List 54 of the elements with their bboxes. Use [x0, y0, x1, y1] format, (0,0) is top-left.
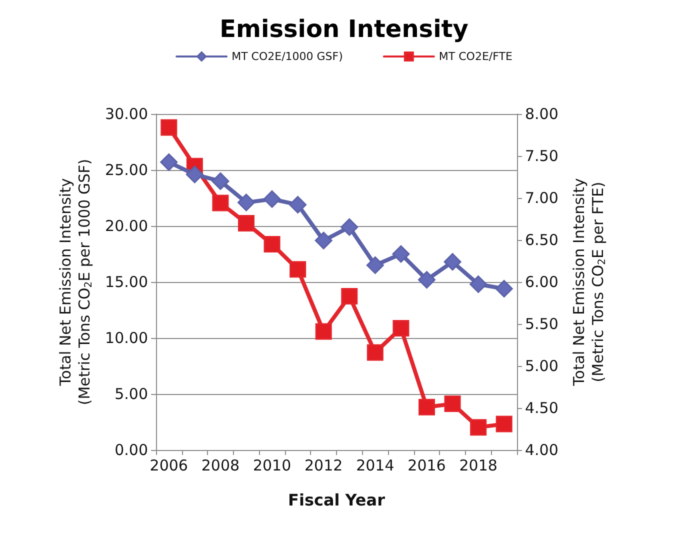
point: [496, 416, 512, 432]
point: [495, 280, 513, 298]
point: [444, 253, 462, 271]
y-tick-label: 20.00: [105, 217, 148, 235]
y2-tick-label: 5.00: [525, 357, 558, 375]
y2-tick-label: 4.00: [525, 441, 558, 459]
point: [418, 398, 435, 416]
point: [341, 288, 358, 305]
x-axis-title: Fiscal Year: [288, 490, 386, 510]
x-tick-label: 2008: [201, 456, 240, 474]
y-tick-label: 15.00: [105, 273, 148, 291]
y2-tick-label: 6.00: [525, 273, 558, 291]
legend-label: MT CO2E/1000 GSF): [232, 50, 343, 63]
point: [392, 320, 410, 336]
y-tick-label: 0.00: [114, 441, 148, 459]
point: [238, 194, 255, 212]
x-tick-label: 2014: [356, 456, 394, 474]
y2-tick-label: 5.50: [525, 315, 558, 333]
y2-tick-label: 4.50: [525, 399, 558, 417]
point: [212, 194, 229, 212]
point: [263, 190, 281, 208]
point: [470, 419, 487, 436]
x-tick-label: 2016: [408, 456, 446, 474]
point: [340, 218, 358, 236]
chart-title: Emission Intensity: [220, 15, 469, 43]
y-tick-label: 25.00: [105, 161, 148, 179]
point: [315, 323, 332, 340]
point: [212, 172, 230, 190]
x-tick-label: 2012: [304, 456, 343, 474]
point: [289, 196, 307, 214]
point: [366, 256, 384, 274]
point: [444, 396, 461, 412]
x-tick-label: 2006: [150, 456, 188, 474]
x-tick-label: 2018: [459, 456, 498, 474]
y2-tick-label: 6.50: [525, 231, 558, 249]
y2-tick-label: 8.00: [525, 105, 558, 123]
point: [160, 119, 178, 136]
point: [314, 232, 332, 250]
point: [264, 236, 280, 252]
point: [392, 245, 410, 263]
y-tick-label: 5.00: [114, 385, 148, 403]
point: [290, 261, 306, 278]
legend-label: MT CO2E/FTE: [438, 50, 512, 63]
point: [186, 166, 204, 184]
point: [470, 275, 488, 293]
y2-tick-label: 7.50: [525, 147, 558, 165]
point: [366, 344, 384, 361]
y2-tick-label: 7.00: [525, 189, 558, 207]
y-tick-label: 10.00: [105, 329, 148, 347]
point: [238, 214, 254, 232]
x-tick-label: 2010: [252, 456, 292, 474]
point: [160, 153, 178, 171]
y-tick-label: 30.00: [105, 105, 148, 123]
point: [418, 271, 436, 289]
